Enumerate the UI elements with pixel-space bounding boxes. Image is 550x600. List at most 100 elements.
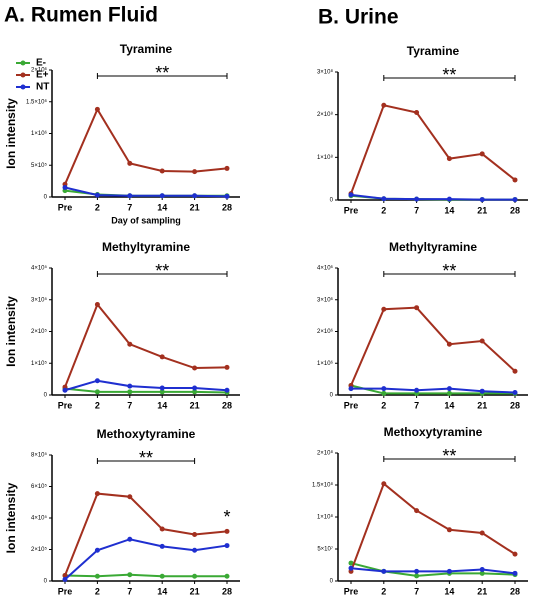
chart-title: Tyramine [407,44,460,58]
data-point [224,364,230,370]
data-point [159,168,165,174]
series-line [350,567,516,575]
data-point [348,560,354,566]
x-tick-label: 21 [190,400,200,410]
data-point [127,193,133,199]
data-point [479,566,485,572]
y-axis-label: Ion intensity [4,482,18,553]
data-point [512,177,518,183]
y-tick-label: 0 [44,579,48,585]
data-point [414,110,420,116]
y-tick-label: 8×10⁵ [31,452,48,459]
data-point [414,196,420,202]
y-tick-label: 2×10⁸ [317,111,334,118]
series-line [350,306,516,386]
series-line [64,186,228,198]
x-tick-label: 14 [444,205,454,215]
data-point [192,385,198,391]
data-point [224,543,230,549]
data-point [94,491,100,497]
x-tick-label: 28 [222,202,232,212]
y-tick-label: 1×10⁶ [317,360,334,367]
series-line [350,104,516,194]
data-point [159,385,165,391]
sig-label: ** [442,446,456,466]
x-tick-label: Pre [58,586,73,596]
x-tick-label: 2 [95,400,100,410]
data-point [414,305,420,311]
data-point [94,106,100,112]
data-point [62,572,68,578]
data-point [127,383,133,389]
series-line [64,379,228,392]
panel-header: A. Rumen Fluid [4,4,158,27]
data-point [348,192,354,198]
y-tick-label: 6×10⁵ [31,483,48,490]
y-tick-label: 0 [330,198,334,204]
sig-label: ** [442,261,456,281]
chart-title: Methoxytyramine [384,425,483,439]
x-tick-label: 7 [127,400,132,410]
data-point [446,568,452,574]
legend-label: NT [36,82,49,93]
data-point [414,568,420,574]
y-tick-label: 0 [44,195,48,201]
x-tick-label: 21 [190,202,200,212]
data-point [127,536,133,542]
data-point [127,494,133,500]
y-tick-label: 5×10⁵ [31,162,48,169]
data-point [446,390,452,396]
x-tick-label: 2 [95,202,100,212]
data-point [348,565,354,571]
series-line [64,107,228,185]
x-tick-label: Pre [344,400,359,410]
data-point [446,156,452,162]
data-point [192,573,198,579]
y-tick-label: 0 [330,579,334,585]
x-tick-label: 2 [381,400,386,410]
y-tick-label: 2×10⁵ [31,328,48,335]
series-line [64,302,228,388]
x-tick-label: 14 [157,400,167,410]
y-tick-label: 4×10⁶ [317,265,334,272]
x-tick-label: 14 [157,202,167,212]
data-point [224,528,230,534]
data-point [381,196,387,202]
data-point [127,160,133,166]
x-tick-label: 28 [510,205,520,215]
y-tick-label: 4×10⁵ [31,265,48,272]
data-point [446,196,452,202]
data-point [159,389,165,395]
data-point [224,573,230,579]
data-point [512,389,518,395]
data-point [381,568,387,574]
data-point [94,389,100,395]
legend-label: E- [36,58,46,69]
series-line [350,482,516,572]
data-point [224,165,230,171]
data-point [381,102,387,108]
data-point [479,570,485,576]
y-tick-label: 3×10⁶ [317,296,334,303]
data-point [192,169,198,175]
y-tick-label: 3×10⁸ [317,69,334,76]
series-line [64,573,227,578]
data-point [127,572,133,578]
legend-label: E+ [36,70,49,81]
data-point [192,389,198,395]
sig-label: ** [155,261,169,281]
data-point [479,338,485,344]
x-tick-label: Pre [58,400,73,410]
y-tick-label: 4×10⁵ [31,515,48,522]
sig-label: ** [155,63,169,83]
chart-title: Methyltyramine [389,240,477,254]
x-tick-label: 7 [127,586,132,596]
data-point [381,390,387,396]
data-point [127,389,133,395]
series-line [351,387,516,394]
x-tick-label: 14 [157,586,167,596]
y-tick-label: 1.5×10⁸ [312,482,334,489]
data-point [94,378,100,384]
y-axis-label: Ion intensity [4,296,18,367]
